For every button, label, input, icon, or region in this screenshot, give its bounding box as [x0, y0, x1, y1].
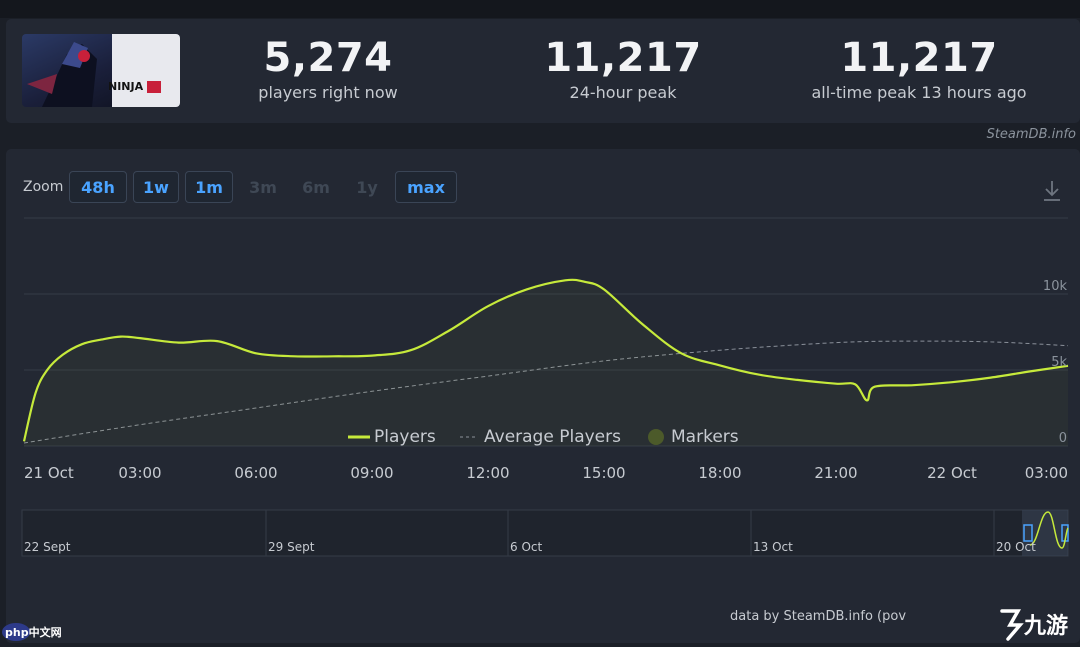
zoom-6m-button[interactable]: 6m	[302, 177, 330, 197]
watermark-right-logo: 九游	[1000, 609, 1068, 641]
x-tick-label: 21:00	[814, 464, 857, 482]
x-tick-label: 03:00	[1025, 464, 1068, 482]
players-area	[24, 279, 1068, 446]
stat-all-time-peak: 11,217 all-time peak 13 hours ago	[789, 35, 1049, 102]
current-players-value: 5,274	[263, 35, 393, 81]
legend-players[interactable]: Players	[348, 427, 436, 447]
navigator-selection[interactable]	[1022, 510, 1068, 556]
navigator-date-label: 20 Oct	[996, 540, 1036, 554]
navigator-date-label: 22 Sept	[24, 540, 71, 554]
zoom-max-button[interactable]: max	[395, 171, 457, 203]
zoom-48h-button[interactable]: 48h	[69, 171, 127, 203]
zoom-label: Zoom	[23, 179, 64, 195]
players-line[interactable]	[22, 278, 1069, 442]
footer-credit[interactable]: data by SteamDB.info (pov	[730, 609, 907, 624]
navigator-date-label: 29 Sept	[268, 540, 315, 554]
x-tick-label: 21 Oct	[24, 464, 74, 482]
x-tick-label: 22 Oct	[927, 464, 977, 482]
watermark-right: 九游	[996, 603, 1080, 643]
download-icon[interactable]	[1042, 179, 1062, 203]
peak-24h-label: 24-hour peak	[569, 83, 677, 102]
average-line-swatch	[460, 436, 478, 438]
stat-current: 5,274 players right now	[198, 35, 458, 102]
y-tick-label: 10k	[1043, 279, 1068, 294]
game-art: NINJA	[22, 34, 180, 107]
x-tick-label: 15:00	[582, 464, 625, 482]
current-players-label: players right now	[258, 83, 398, 102]
zoom-3m-button[interactable]: 3m	[249, 177, 277, 197]
stat-24h-peak: 11,217 24-hour peak	[493, 35, 753, 102]
watermark-left-logo: php中文网	[2, 623, 62, 641]
legend-average[interactable]: Average Players	[460, 427, 621, 447]
navigator-date-label: 13 Oct	[753, 540, 793, 554]
stats-panel: NINJA 5,274 players right now 11,217 24-…	[6, 19, 1080, 123]
navigator-track[interactable]	[21, 509, 1069, 557]
chart-panel: Zoom 48h 1w 1m 3m 6m 1y max	[6, 149, 1080, 643]
all-time-peak-label: all-time peak 13 hours ago	[811, 83, 1027, 102]
markers-dot-icon	[648, 429, 664, 445]
y-tick-label: 0	[1059, 431, 1067, 446]
zoom-1w-button[interactable]: 1w	[133, 171, 179, 203]
average-players-line	[23, 340, 1069, 444]
zoom-1m-button[interactable]: 1m	[185, 171, 233, 203]
steamdb-credit[interactable]: SteamDB.info	[986, 127, 1076, 142]
x-tick-label: 18:00	[698, 464, 741, 482]
legend-players-label: Players	[374, 427, 436, 447]
zoom-1y-button[interactable]: 1y	[356, 177, 378, 197]
game-thumbnail[interactable]: NINJA	[22, 34, 180, 107]
x-tick-label: 06:00	[234, 464, 277, 482]
peak-24h-value: 11,217	[544, 35, 702, 81]
y-tick-label: 5k	[1051, 355, 1067, 370]
navigator-date-label: 6 Oct	[510, 540, 542, 554]
navigator[interactable]: 22 Sept 29 Sept 6 Oct 13 Oct 20 Oct	[21, 509, 1069, 557]
navigator-minimap-line	[1029, 511, 1069, 549]
game-logo-text: NINJA	[108, 80, 144, 93]
legend-average-label: Average Players	[484, 427, 621, 447]
legend-markers[interactable]: Markers	[647, 427, 739, 447]
legend-markers-label: Markers	[671, 427, 739, 447]
watermark-left: php中文网	[0, 620, 82, 643]
all-time-peak-value: 11,217	[840, 35, 998, 81]
top-strip	[0, 0, 1080, 18]
x-tick-label: 03:00	[118, 464, 161, 482]
x-tick-label: 12:00	[466, 464, 509, 482]
watermark-left-text: php中文网	[5, 625, 62, 639]
watermark-right-text: 九游	[1023, 613, 1068, 639]
players-line-swatch	[348, 435, 370, 439]
x-tick-label: 09:00	[350, 464, 393, 482]
navigator-left-handle[interactable]	[1023, 524, 1033, 542]
